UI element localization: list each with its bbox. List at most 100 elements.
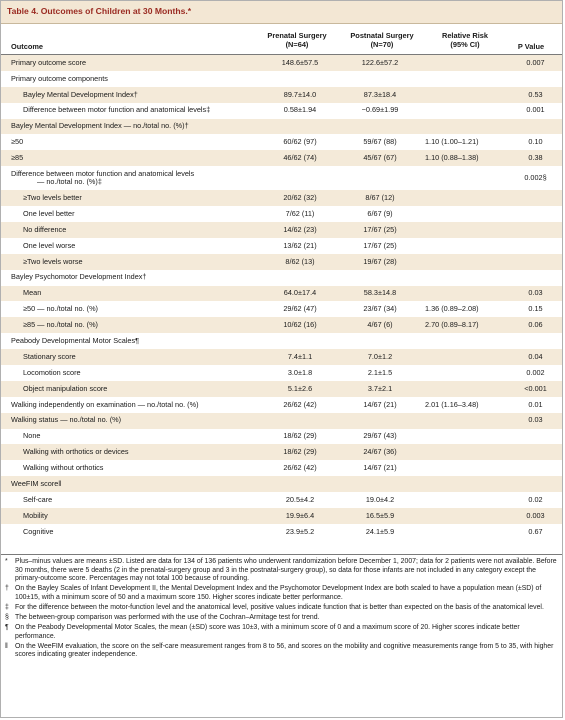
prenatal-value: 5.1±2.6	[263, 380, 337, 397]
footnote-symbol: †	[5, 585, 9, 593]
relative-risk-value	[423, 285, 509, 302]
row-label: Mean	[1, 285, 263, 302]
row-label: Walking status — no./total no. (%)	[1, 412, 263, 429]
footnote-symbol: ¶	[5, 624, 9, 632]
prenatal-value: 0.58±1.94	[283, 105, 317, 115]
row-label: ≥Two levels worse	[1, 253, 263, 270]
relative-risk-value: 2.70 (0.89–8.17)	[423, 317, 509, 334]
p-value	[509, 476, 562, 493]
p-value: 0.10	[528, 137, 543, 147]
row-label: Walking without orthotics	[23, 463, 104, 473]
row-label: ≥85	[1, 150, 263, 167]
prenatal-value: 18/62 (29)	[283, 431, 317, 441]
relative-risk-value: 2.01 (1.16–3.48)	[425, 399, 479, 409]
footnote-symbol: *	[5, 558, 8, 565]
header-prenatal-line2: (N=64)	[285, 40, 309, 50]
prenatal-value: 20.5±4.2	[285, 494, 315, 504]
relative-risk-value	[423, 492, 509, 508]
prenatal-value: 20/62 (32)	[263, 190, 337, 207]
p-value: 0.001	[526, 105, 545, 115]
row-label: One level better	[23, 208, 75, 218]
row-label: Difference between motor function and an…	[23, 105, 211, 115]
row-label: ≥50 — no./total no. (%)	[23, 304, 98, 314]
table-row: None 18/62 (29) 29/67 (43)	[1, 429, 562, 445]
postnatal-value: 59/67 (88)	[363, 137, 397, 147]
row-label: Walking with orthotics or devices	[1, 444, 263, 461]
postnatal-value: 8/67 (12)	[337, 190, 423, 207]
postnatal-value: 4/67 (6)	[337, 317, 423, 334]
postnatal-value	[337, 333, 423, 349]
table-row: Walking without orthotics 26/62 (42) 14/67…	[1, 460, 562, 476]
postnatal-value: 2.1±1.5	[367, 367, 393, 377]
header-rr-line1: Relative Risk	[441, 31, 488, 40]
p-value	[509, 71, 562, 87]
relative-risk-value	[423, 444, 509, 461]
p-value: 0.15	[528, 304, 543, 314]
postnatal-value: 29/67 (43)	[363, 431, 397, 441]
row-label: Stationary score	[1, 349, 263, 366]
table-row: Locomotion score 3.0±1.8 2.1±1.5 0.002	[1, 365, 562, 381]
postnatal-value: 16.5±5.9	[337, 508, 423, 524]
table-row: Primary outcome score 148.6±57.5 122.6±57.…	[1, 55, 562, 71]
row-label: None	[23, 431, 41, 441]
row-label-line1: Difference between motor function and an…	[11, 168, 195, 178]
p-value	[509, 460, 562, 476]
header-outcome: Outcome	[11, 42, 44, 51]
postnatal-value: 122.6±57.2	[337, 55, 423, 71]
relative-risk-value	[423, 166, 509, 190]
p-value: 0.002	[526, 367, 545, 377]
row-label: ≥Two levels better	[1, 190, 263, 207]
row-label: Difference between motor function and an…	[1, 166, 263, 190]
table-title: Table 4. Outcomes of Children at 30 Mont…	[7, 6, 192, 16]
table-row: Mean 64.0±17.4 58.3±14.8 0.03	[1, 285, 562, 302]
footnote: ¶ On the Peabody Developmental Motor Scal…	[5, 624, 557, 641]
p-value	[509, 238, 562, 254]
postnatal-value	[337, 412, 423, 429]
postnatal-value	[337, 476, 423, 493]
prenatal-value: 60/62 (97)	[283, 137, 317, 147]
p-value: 0.007	[509, 55, 562, 71]
postnatal-value: 24.1±5.9	[365, 526, 395, 536]
prenatal-value	[263, 333, 337, 349]
relative-risk-value	[423, 412, 509, 429]
relative-risk-value	[423, 103, 509, 119]
prenatal-value: 46/62 (74)	[263, 150, 337, 167]
table-row: Difference between motor function and an…	[1, 103, 562, 119]
relative-risk-value	[423, 222, 509, 238]
relative-risk-value	[423, 349, 509, 366]
outcomes-table: Primary outcome score 148.6±57.5 122.6±57.…	[1, 55, 562, 540]
header-rr-line2: (95% CI)	[450, 40, 480, 50]
p-value: 0.02	[528, 494, 543, 504]
table-row: Mobility 19.9±6.4 16.5±5.9 0.003	[1, 508, 562, 524]
prenatal-value: 10/62 (16)	[263, 317, 337, 334]
relative-risk-value	[423, 238, 509, 254]
prenatal-value	[263, 412, 337, 429]
table-row: ≥85 46/62 (74) 45/67 (67) 1.10 (0.88–1.38) 0…	[1, 150, 562, 167]
p-value	[509, 222, 562, 238]
header-relative-risk: Relative Risk (95% CI)	[433, 31, 497, 49]
prenatal-value: 148.6±57.5	[263, 55, 337, 71]
p-value: 0.38	[509, 150, 562, 167]
prenatal-value: 7/62 (11)	[285, 208, 315, 218]
footnote-text: The between-group comparison was perform…	[15, 614, 320, 622]
postnatal-value: 24/67 (36)	[337, 444, 423, 461]
prenatal-value: 18/62 (29)	[263, 444, 337, 461]
footnote-text: On the WeeFIM evaluation, the score on t…	[15, 642, 554, 659]
postnatal-value: 7.0±1.2	[337, 349, 423, 366]
footnote-text: On the Bayley Scales of Infant Developme…	[15, 585, 542, 601]
table-row: Difference between motor function and an…	[1, 166, 562, 190]
table-row: Peabody Developmental Motor Scales¶	[1, 333, 562, 349]
header-postnatal-line2: (N=70)	[370, 40, 394, 50]
row-label: Cognitive	[23, 526, 54, 536]
table-row: One level worse 13/62 (21) 17/67 (25)	[1, 238, 562, 254]
footnotes: * Plus–minus values are means ±SD. Listed…	[5, 558, 557, 662]
p-value: 0.06	[509, 317, 562, 334]
footnote-divider	[1, 554, 562, 555]
table-row: No difference 14/62 (23) 17/67 (25)	[1, 222, 562, 238]
prenatal-value	[263, 71, 337, 87]
postnatal-value	[337, 118, 423, 135]
table-row: ≥50 — no./total no. (%) 29/62 (47) 23/67 (…	[1, 301, 562, 317]
postnatal-value: 19/67 (28)	[337, 253, 423, 270]
row-label: ≥85 — no./total no. (%)	[1, 317, 263, 334]
